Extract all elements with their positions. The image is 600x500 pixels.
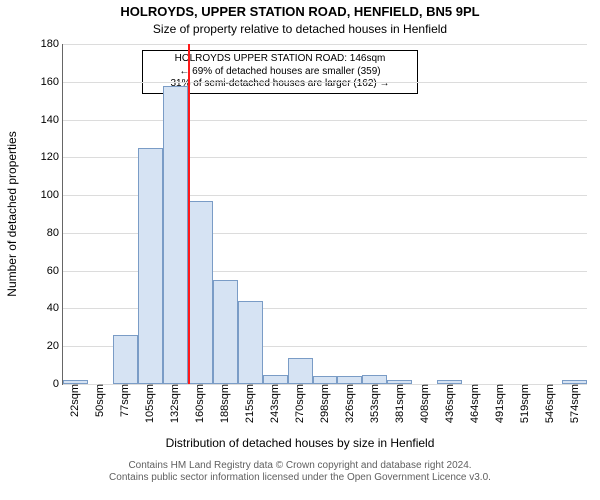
- x-tick-label: 574sqm: [569, 384, 581, 423]
- footer-line-2: Contains public sector information licen…: [0, 472, 600, 484]
- y-tick-label: 40: [47, 302, 63, 314]
- x-tick-label: 160sqm: [194, 384, 206, 423]
- footer-line-1: Contains HM Land Registry data © Crown c…: [0, 460, 600, 472]
- gridline: [63, 82, 587, 83]
- histogram-bar: [188, 201, 213, 384]
- x-tick-label: 270sqm: [294, 384, 306, 423]
- x-tick-label: 519sqm: [519, 384, 531, 423]
- histogram-bar: [238, 301, 263, 384]
- plot-area: HOLROYDS UPPER STATION ROAD: 146sqm← 69%…: [62, 44, 587, 385]
- gridline: [63, 120, 587, 121]
- histogram-bar: [313, 376, 338, 384]
- y-tick-label: 20: [47, 340, 63, 352]
- chart-title-main: HOLROYDS, UPPER STATION ROAD, HENFIELD, …: [0, 4, 600, 19]
- x-tick-label: 22sqm: [69, 384, 81, 417]
- y-tick-label: 140: [41, 114, 63, 126]
- x-tick-label: 436sqm: [444, 384, 456, 423]
- x-tick-label: 215sqm: [244, 384, 256, 423]
- histogram-bar: [213, 280, 238, 384]
- x-tick-label: 491sqm: [494, 384, 506, 423]
- histogram-bar: [263, 375, 288, 384]
- histogram-bar: [337, 376, 362, 384]
- histogram-bar: [163, 86, 188, 384]
- y-tick-label: 120: [41, 151, 63, 163]
- x-tick-label: 243sqm: [269, 384, 281, 423]
- x-axis-label: Distribution of detached houses by size …: [0, 436, 600, 450]
- y-tick-label: 80: [47, 227, 63, 239]
- x-tick-label: 50sqm: [94, 384, 106, 417]
- x-tick-label: 353sqm: [369, 384, 381, 423]
- histogram-bar: [362, 375, 387, 384]
- x-tick-label: 408sqm: [419, 384, 431, 423]
- x-tick-label: 298sqm: [319, 384, 331, 423]
- x-tick-label: 77sqm: [119, 384, 131, 417]
- x-tick-label: 105sqm: [144, 384, 156, 423]
- x-tick-label: 326sqm: [344, 384, 356, 423]
- gridline: [63, 44, 587, 45]
- x-tick-label: 464sqm: [469, 384, 481, 423]
- footer-attribution: Contains HM Land Registry data © Crown c…: [0, 460, 600, 484]
- y-tick-label: 180: [41, 38, 63, 50]
- x-tick-label: 546sqm: [544, 384, 556, 423]
- histogram-bar: [138, 148, 163, 384]
- y-tick-label: 100: [41, 189, 63, 201]
- histogram-bar: [288, 358, 313, 384]
- histogram-bar: [113, 335, 138, 384]
- y-tick-label: 160: [41, 76, 63, 88]
- x-tick-label: 188sqm: [219, 384, 231, 423]
- x-tick-label: 381sqm: [394, 384, 406, 423]
- x-tick-label: 132sqm: [169, 384, 181, 423]
- y-axis-label: Number of detached properties: [5, 131, 19, 296]
- y-tick-label: 60: [47, 265, 63, 277]
- reference-line: [188, 44, 190, 384]
- chart-title-sub: Size of property relative to detached ho…: [0, 22, 600, 36]
- y-tick-label: 0: [53, 378, 63, 390]
